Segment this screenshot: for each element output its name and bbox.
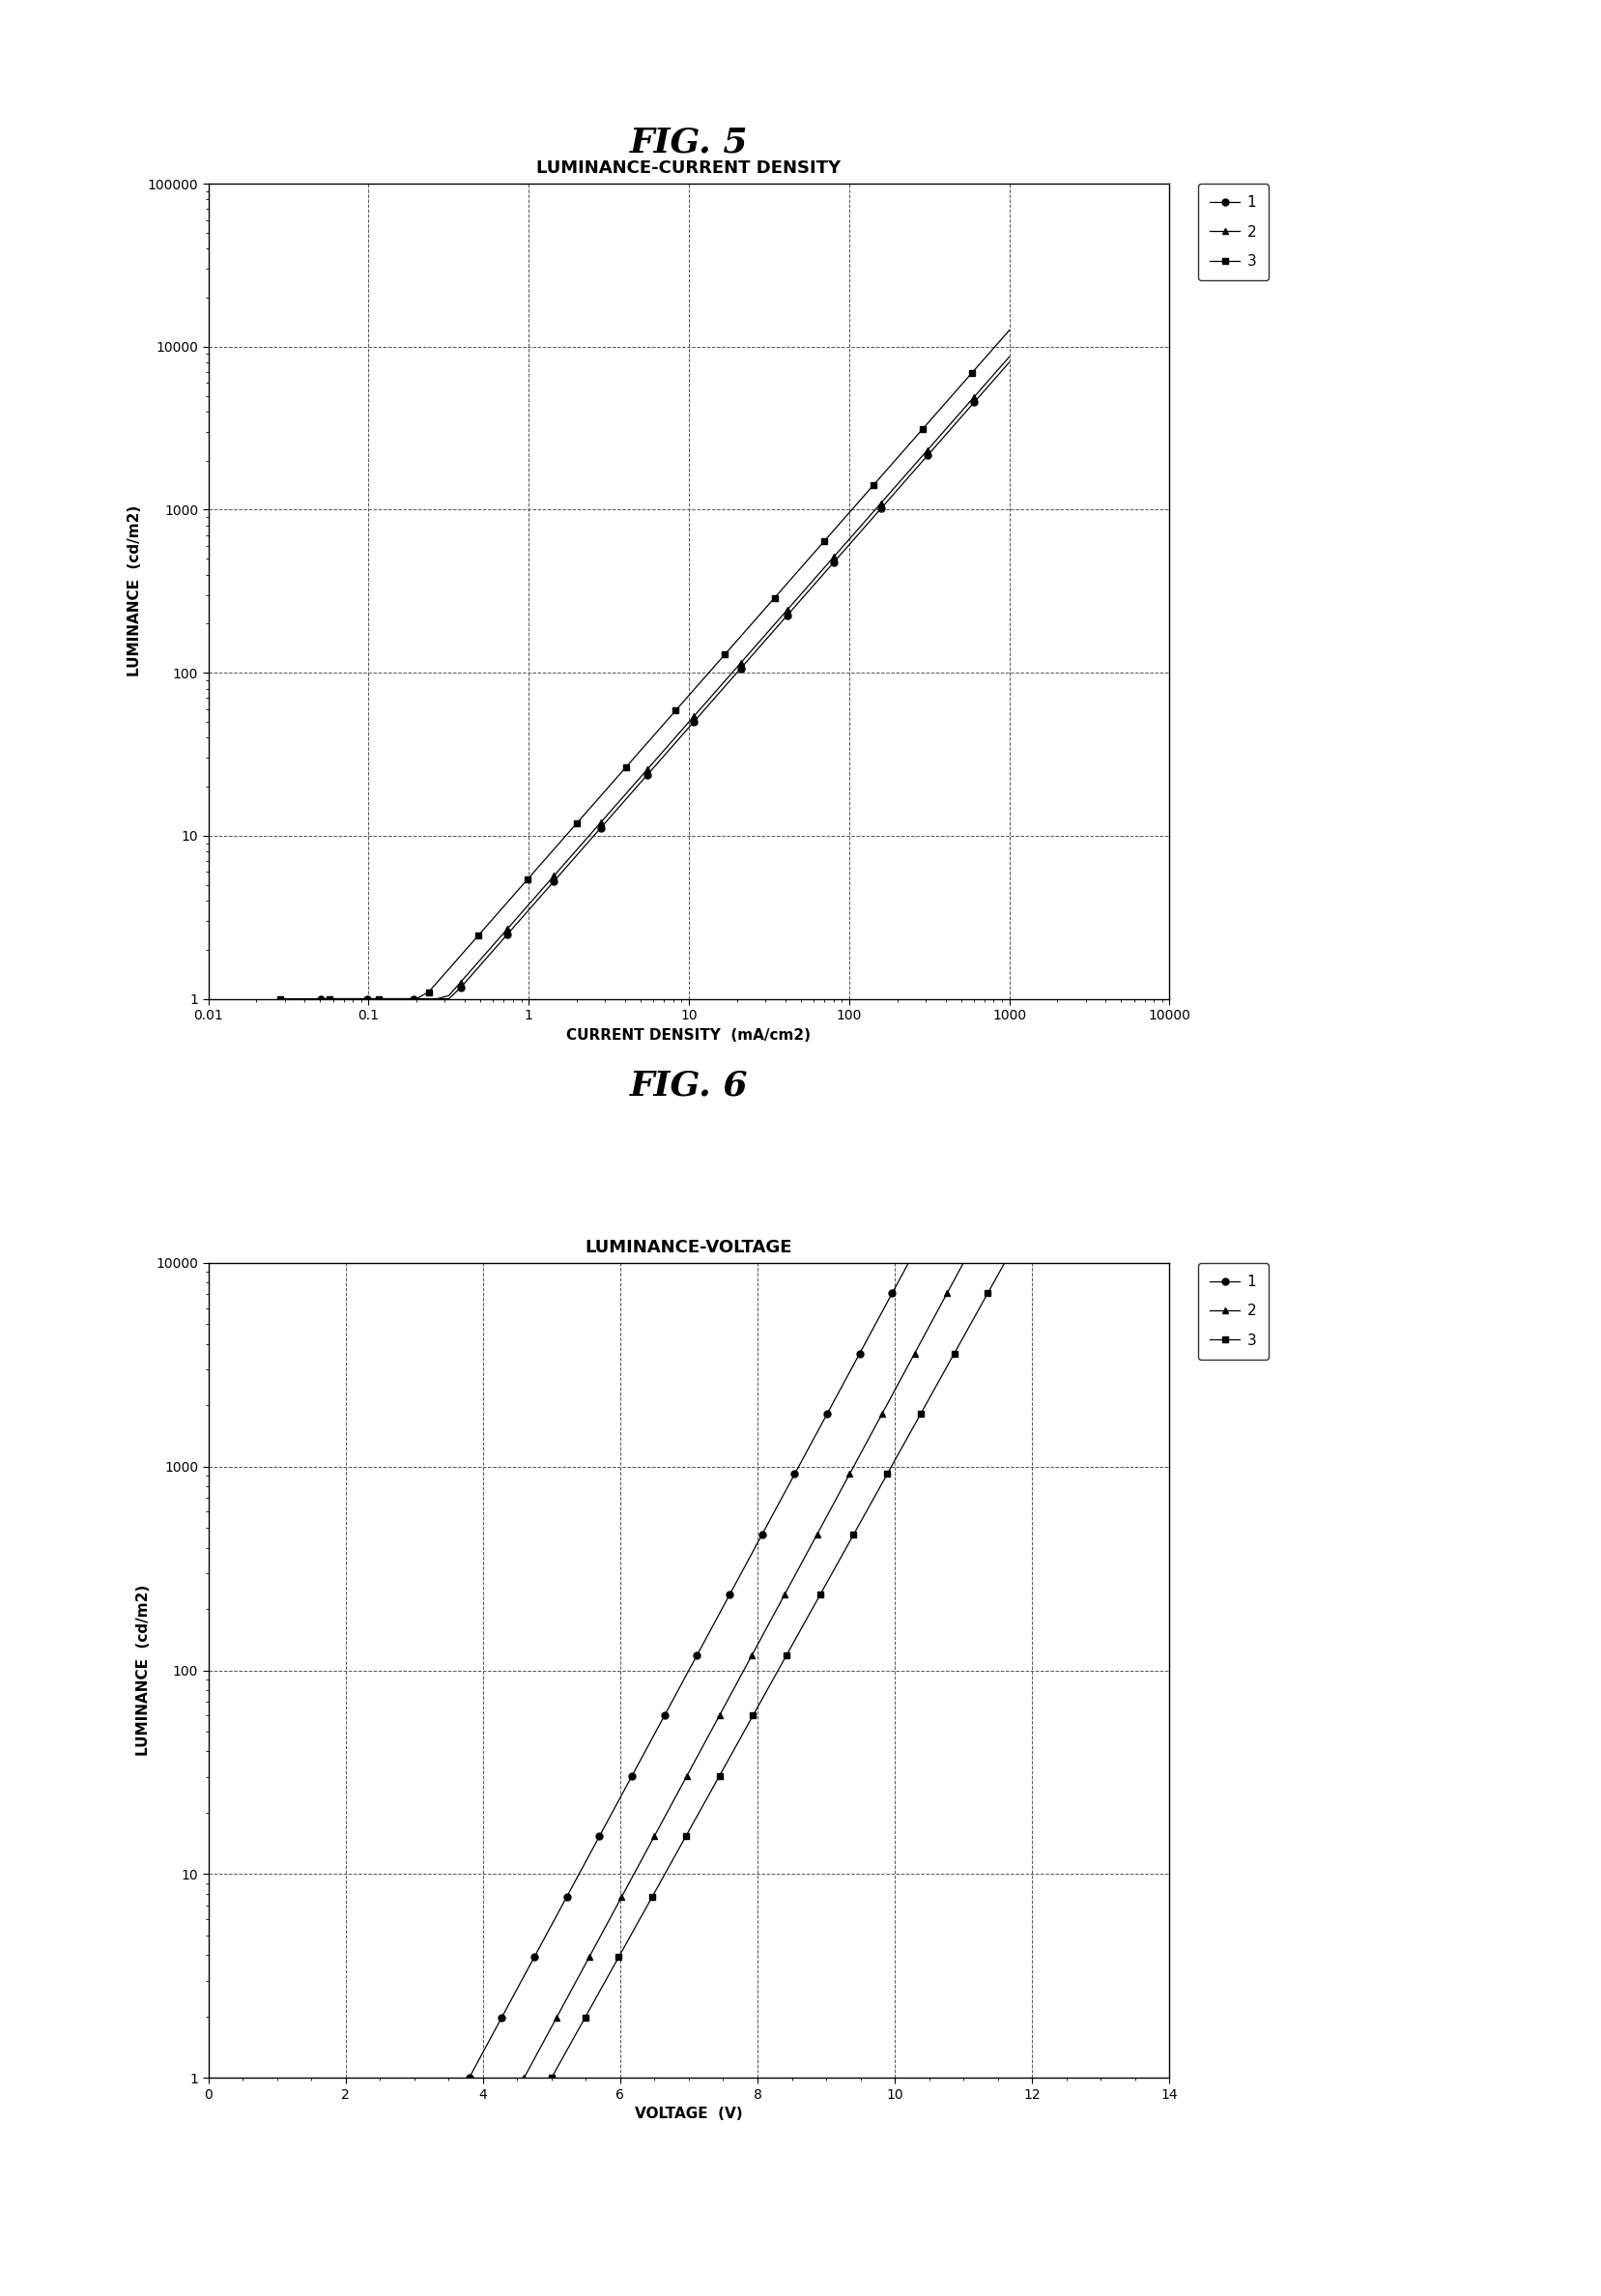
Line: 2: 2 — [317, 354, 1012, 1001]
1 — [532, 882, 551, 909]
3 — [727, 627, 746, 654]
1 — [565, 1869, 584, 1896]
3 — [986, 1265, 1005, 1293]
1 — [427, 985, 447, 1013]
1 — [898, 1249, 917, 1277]
3 — [626, 1913, 645, 1940]
1 — [621, 1763, 640, 1791]
Title: LUMINANCE-CURRENT DENSITY: LUMINANCE-CURRENT DENSITY — [536, 158, 841, 177]
2 — [620, 1869, 639, 1896]
1 — [890, 1265, 909, 1293]
X-axis label: VOLTAGE  (V): VOLTAGE (V) — [634, 2108, 743, 2122]
2 — [311, 985, 330, 1013]
2 — [999, 342, 1018, 370]
2 — [564, 1975, 583, 2002]
Line: 2: 2 — [520, 1261, 967, 2080]
3 — [994, 1249, 1013, 1277]
1 — [850, 1339, 869, 1366]
1 — [541, 1913, 560, 1940]
1 — [485, 934, 504, 962]
2 — [514, 2064, 533, 2092]
Title: LUMINANCE-VOLTAGE: LUMINANCE-VOLTAGE — [584, 1238, 792, 1256]
Legend: 1, 2, 3: 1, 2, 3 — [1198, 184, 1268, 280]
2 — [509, 902, 528, 930]
3 — [945, 1339, 964, 1366]
1 — [743, 641, 762, 668]
2 — [905, 1339, 924, 1366]
2 — [427, 985, 447, 1013]
Line: 1: 1 — [466, 1261, 911, 2080]
2 — [743, 636, 762, 664]
1 — [544, 868, 564, 895]
3 — [541, 2064, 560, 2092]
2 — [677, 1763, 696, 1791]
1 — [999, 349, 1018, 377]
Y-axis label: LUMINANCE  (cd/m2): LUMINANCE (cd/m2) — [136, 1584, 150, 1756]
3 — [394, 985, 413, 1013]
2 — [945, 1265, 964, 1293]
1 — [508, 1975, 527, 2002]
3 — [517, 866, 536, 893]
Text: FIG. 5: FIG. 5 — [629, 126, 748, 158]
3 — [999, 317, 1018, 344]
X-axis label: CURRENT DENSITY  (mA/cm2): CURRENT DENSITY (mA/cm2) — [567, 1029, 810, 1042]
3 — [271, 985, 290, 1013]
1 — [509, 907, 528, 934]
2 — [596, 1913, 615, 1940]
3 — [709, 1763, 728, 1791]
Line: 3: 3 — [277, 326, 1012, 1001]
2 — [485, 928, 504, 955]
3 — [506, 879, 525, 907]
2 — [953, 1249, 972, 1277]
2 — [532, 875, 551, 902]
3 — [650, 1869, 669, 1896]
3 — [480, 907, 500, 934]
2 — [544, 861, 564, 889]
Legend: 1, 2, 3: 1, 2, 3 — [1198, 1263, 1268, 1359]
Text: FIG. 6: FIG. 6 — [629, 1070, 748, 1102]
1 — [311, 985, 330, 1013]
Line: 3: 3 — [548, 1261, 1007, 2080]
Y-axis label: LUMINANCE  (cd/m2): LUMINANCE (cd/m2) — [128, 505, 142, 677]
Line: 1: 1 — [317, 358, 1012, 1001]
1 — [459, 2064, 479, 2092]
3 — [592, 1975, 612, 2002]
3 — [456, 937, 475, 964]
